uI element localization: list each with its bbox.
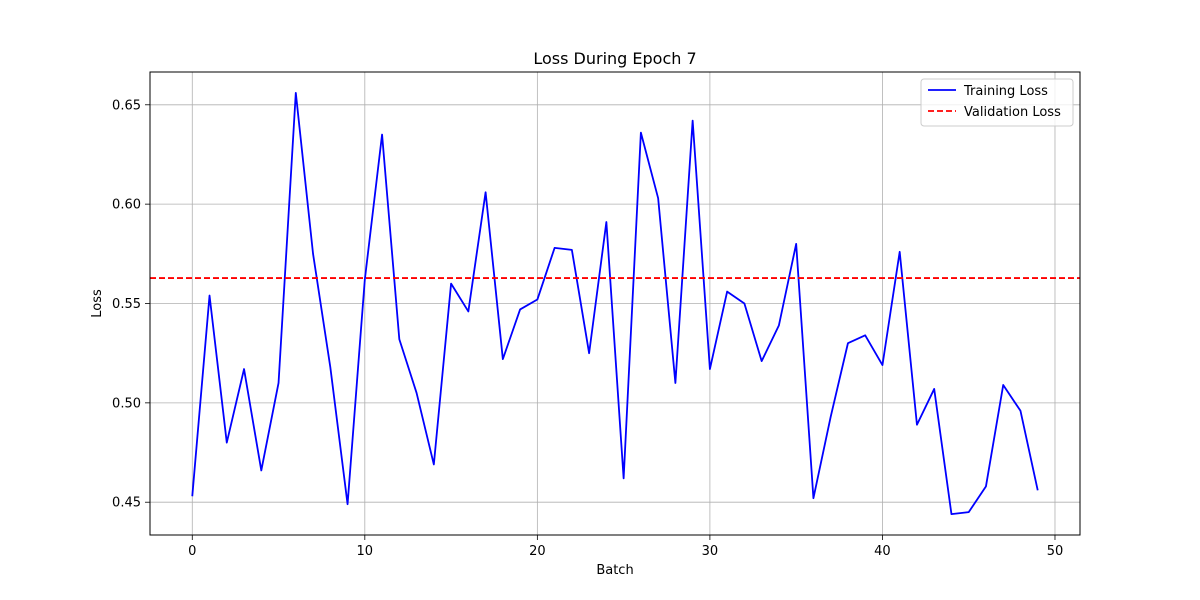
y-tick-label: 0.50 xyxy=(112,396,141,411)
x-tick-label: 20 xyxy=(529,544,546,559)
y-tick-label: 0.45 xyxy=(112,496,141,511)
legend-box xyxy=(920,78,1074,127)
x-tick-label: 10 xyxy=(357,544,374,559)
x-tick-label: 0 xyxy=(188,544,196,559)
legend: Training Loss Validation Loss xyxy=(920,78,1074,127)
x-tick-label: 40 xyxy=(874,544,891,559)
y-tick-label: 0.65 xyxy=(112,98,141,113)
y-tick-label: 0.55 xyxy=(112,297,141,312)
chart-title: Loss During Epoch 7 xyxy=(533,49,696,68)
y-axis-label: Loss xyxy=(90,289,105,318)
legend-label-validation: Validation Loss xyxy=(964,105,1061,120)
x-tick-label: 30 xyxy=(702,544,719,559)
x-tick-label: 50 xyxy=(1047,544,1064,559)
x-axis-label: Batch xyxy=(596,563,633,578)
plot-area xyxy=(150,91,1080,516)
legend-label-training: Training Loss xyxy=(963,84,1048,99)
training-loss-line xyxy=(191,91,1039,516)
y-tick-label: 0.60 xyxy=(112,198,141,213)
axis-ticks: 0 10 20 30 40 50 0.45 0.50 0.55 0.60 0.65 xyxy=(112,98,1063,559)
